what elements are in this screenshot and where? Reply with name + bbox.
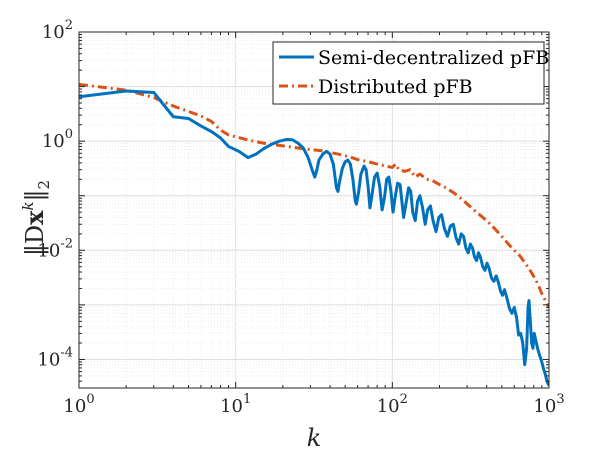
plot-frame bbox=[78, 31, 550, 389]
series-distributed-line bbox=[79, 82, 549, 309]
series-layer bbox=[79, 82, 549, 386]
y-tick-label: 100 bbox=[42, 127, 73, 152]
x-tick-label: 100 bbox=[63, 392, 94, 417]
y-axis-label: ‖Dxk‖2 bbox=[19, 180, 53, 256]
legend-label-semi-decentralized: Semi-decentralized pFB bbox=[318, 47, 549, 69]
y-axis-label-text: ‖Dxk‖2 bbox=[19, 180, 53, 256]
y-label-sub: 2 bbox=[35, 180, 53, 190]
grid bbox=[78, 31, 550, 389]
y-label-open: ‖D bbox=[21, 225, 50, 256]
y-label-sup: k bbox=[19, 201, 37, 210]
y-tick-label: 102 bbox=[42, 18, 73, 43]
tick-labels: 100 101 102 103 10-4 10-2 100 102 bbox=[37, 18, 564, 417]
x-tick-label: 103 bbox=[533, 392, 564, 417]
legend-box bbox=[272, 41, 545, 105]
ticks bbox=[78, 31, 550, 389]
y-label-bold: x bbox=[20, 210, 49, 225]
x-tick-label: 101 bbox=[220, 392, 251, 417]
x-tick-label: 102 bbox=[377, 392, 408, 417]
y-tick-label: 10-2 bbox=[37, 236, 73, 261]
y-tick-label: 10-4 bbox=[37, 345, 73, 370]
x-axis-label: k bbox=[307, 424, 322, 452]
y-label-close: ‖ bbox=[21, 189, 50, 201]
series-semi-decentralized-line bbox=[79, 89, 549, 386]
legend-label-distributed: Distributed pFB bbox=[318, 76, 473, 98]
legend: Semi-decentralized pFB Distributed pFB bbox=[272, 41, 549, 105]
